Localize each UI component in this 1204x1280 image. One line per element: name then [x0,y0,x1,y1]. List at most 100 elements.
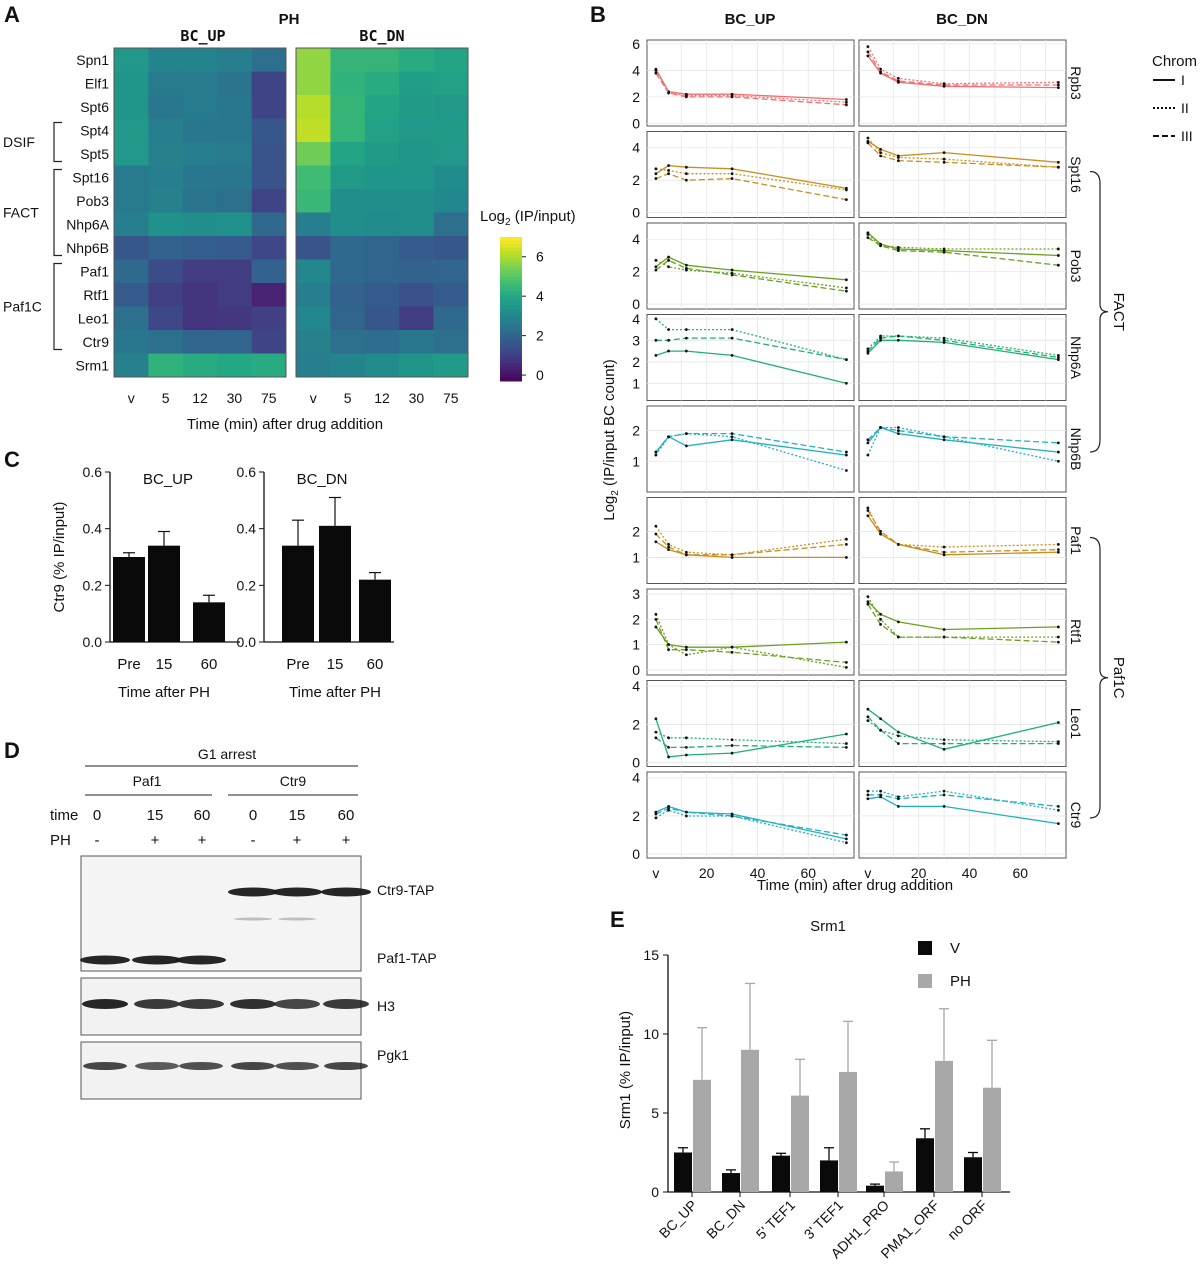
panel-c-label: C [4,447,20,472]
data-point [654,177,658,180]
data-point [942,553,946,557]
blot-band-h3 [82,999,128,1009]
data-point [730,650,734,654]
data-point [654,625,658,629]
facet-panel [646,588,855,676]
heatmap-cell [251,236,287,260]
facet-strip-label: Paf1 [1068,526,1084,555]
heatmap-time-tick: 30 [409,390,425,406]
colorbar-title-sub: 2 [505,217,511,228]
heatmap-cell [251,212,287,237]
y-tick-label: 0 [632,846,640,862]
facet-panel [646,405,855,493]
colorbar-segment [500,244,522,249]
heatmap-cell [114,212,149,237]
data-point [844,450,848,454]
data-point [654,524,658,528]
complex-bracket-label: Paf1C [1110,657,1127,699]
heatmap-cell [399,118,434,143]
bar-PH [935,1060,953,1192]
y-tick-label: 6 [632,36,640,52]
data-point [879,612,882,616]
data-point [684,814,688,818]
blot-band-paf1 [176,955,226,965]
data-point [730,438,734,442]
blot-band-label: Pgk1 [377,1047,409,1063]
heatmap-cell [399,95,434,119]
data-point [879,244,882,248]
heatmap-cell [364,306,400,331]
data-point [896,159,900,163]
heatmap-cell [296,95,331,119]
data-point [896,734,900,738]
heatmap-cell [296,283,331,307]
data-point [684,432,688,436]
x-tick-label: 15 [156,656,173,673]
data-point [730,738,734,742]
x-tick-label: 5' TEF1 [753,1197,799,1243]
heatmap-frame [113,47,287,378]
data-point [844,469,848,472]
data-point [667,648,670,652]
data-point [667,172,670,176]
blot-lane-ph: + [293,832,302,849]
heatmap-cell [364,330,400,354]
data-point [1056,550,1060,554]
heatmap-cell [296,48,331,72]
heatmap-cell [182,259,218,284]
complex-bracket [53,168,62,257]
data-point [667,338,670,342]
legend-title: Chrom [1152,53,1197,70]
facet-panel [646,771,855,859]
data-point [667,548,670,552]
heatmap-cell [148,259,184,284]
series-line-chrom-III [655,259,847,292]
heatmap-cell [364,165,400,190]
facet-panel [858,497,1067,584]
heatmap-cell [182,142,218,166]
data-point [896,543,900,546]
data-point [1056,459,1060,463]
data-point [730,353,734,357]
data-point [730,435,734,439]
blot-band-h3 [274,999,320,1009]
colorbar-tick-label: 4 [536,288,544,304]
y-tick-label: 1 [632,549,640,565]
heatmap-cell [364,236,400,260]
heatmap-cell [364,95,400,119]
colorbar-segment [500,301,522,306]
heatmap-cell [364,259,400,284]
heatmap-cell [148,95,184,119]
blot-group-label: Paf1 [133,773,162,789]
heatmap-x-axis-label: Time (min) after drug addition [187,416,383,433]
data-point [684,648,688,652]
panel-d-label: D [4,738,20,763]
data-point [844,537,848,541]
data-point [844,381,848,385]
heatmap-cell [217,48,252,72]
y-tick-label: 0.0 [237,634,257,650]
data-point [1056,86,1060,90]
heatmap-cell [251,330,287,354]
blot-band-ctr9 [228,887,278,897]
colorbar-segment [500,334,522,339]
heatmap-cell [251,95,287,119]
facet-strip-label: Spt16 [1068,156,1084,193]
y-tick-label: 0.4 [83,521,103,537]
x-tick-label: 3' TEF1 [801,1197,847,1243]
heatmap-cell [182,212,218,237]
blot-band-pgk1 [83,1062,127,1070]
facet-column-title: BC_DN [936,11,988,28]
heatmap-cell [433,118,469,143]
data-point [896,429,900,432]
data-point [1056,742,1060,745]
data-point [730,744,734,747]
data-point [654,172,658,176]
colorbar-segment [500,258,522,263]
data-point [896,797,900,801]
heatmap-cell [399,165,434,190]
heatmap-time-tick: v [128,390,135,406]
bar [282,545,314,642]
